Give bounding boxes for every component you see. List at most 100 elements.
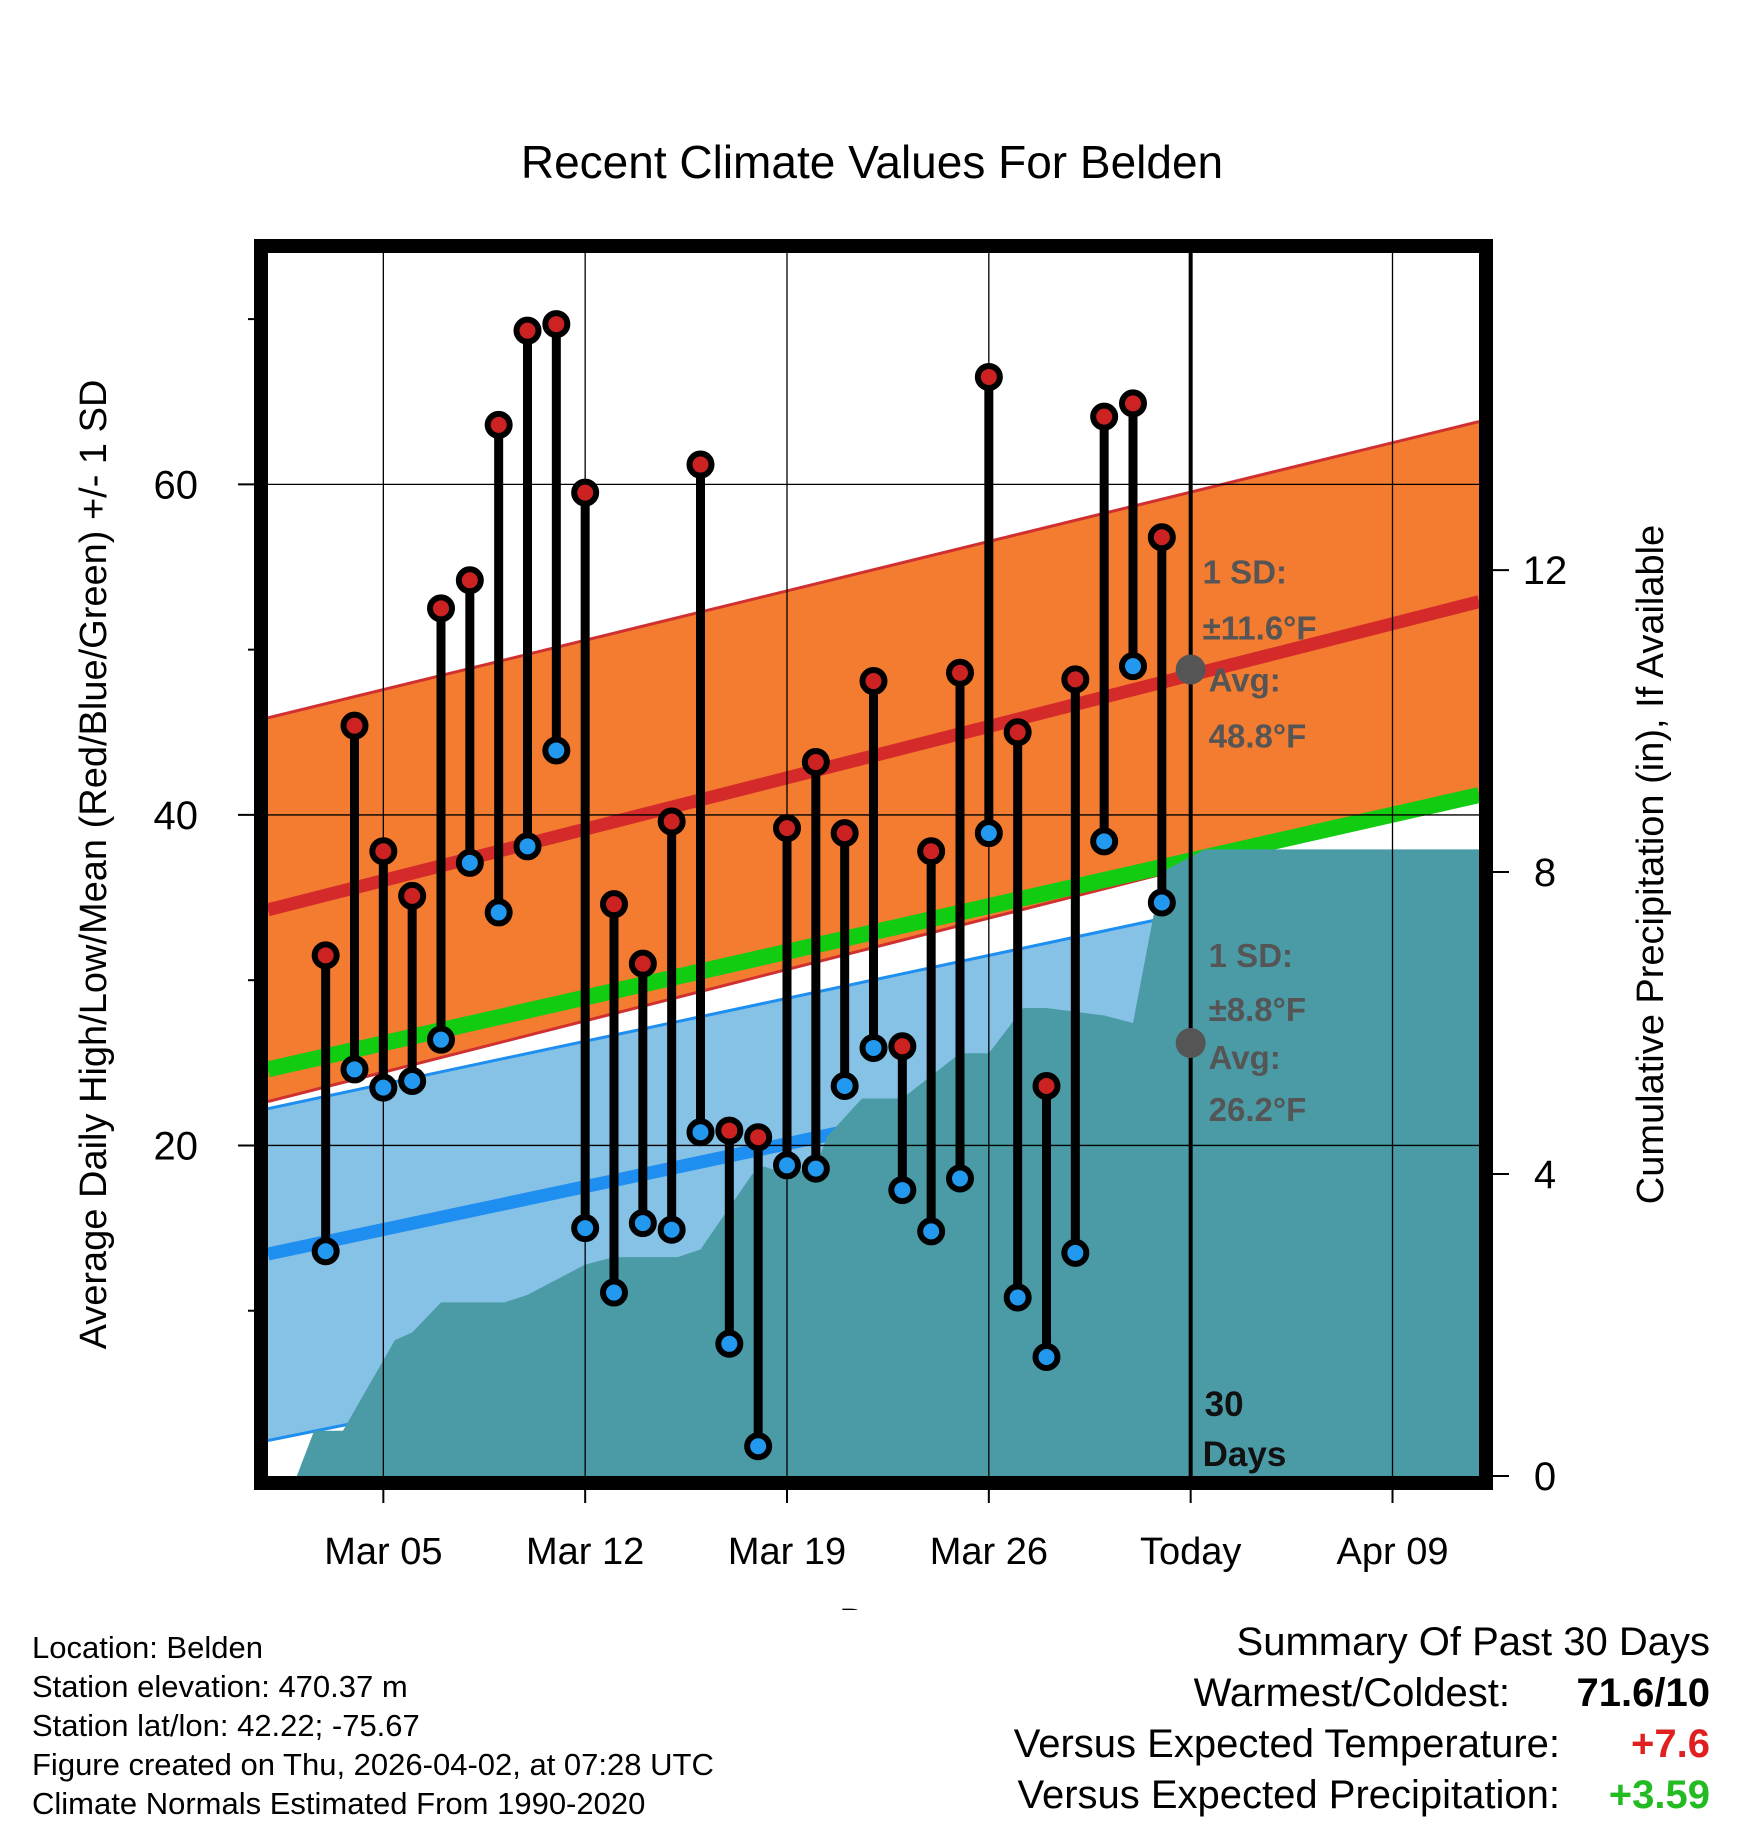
daily-high-point bbox=[773, 814, 801, 843]
daily-high-point bbox=[369, 837, 398, 866]
daily-low-point bbox=[1119, 652, 1147, 681]
warmest-value: 71.6/10 bbox=[1576, 1671, 1710, 1715]
daily-low-point bbox=[686, 1118, 715, 1147]
y-tick-label: 40 bbox=[154, 794, 199, 838]
daily-high-point bbox=[1147, 523, 1176, 552]
today-days-number: 30 bbox=[1205, 1385, 1244, 1424]
y2-tick-label: 12 bbox=[1523, 549, 1568, 593]
y2-axis-label: Cumulative Precipitation (in), If Availa… bbox=[1630, 525, 1672, 1204]
warmest-label: Warmest/Coldest: bbox=[1193, 1671, 1510, 1715]
daily-low-point bbox=[571, 1214, 600, 1243]
daily-high-point bbox=[830, 819, 859, 848]
daily-high-point bbox=[946, 658, 974, 687]
low-avg-label: Avg: bbox=[1209, 1039, 1281, 1076]
temp-value: +7.6 bbox=[1631, 1722, 1710, 1766]
daily-low-point bbox=[830, 1071, 859, 1100]
daily-high-point bbox=[657, 807, 686, 836]
warmest-coldest-row: Warmest/Coldest: 71.6/10 bbox=[810, 1668, 1710, 1719]
precip-label: Versus Expected Precipitation: bbox=[1017, 1773, 1560, 1817]
daily-high-point bbox=[888, 1032, 917, 1061]
daily-high-point bbox=[484, 410, 513, 439]
daily-low-point bbox=[744, 1432, 773, 1461]
daily-low-point bbox=[1061, 1238, 1090, 1267]
precip-value: +3.59 bbox=[1608, 1773, 1710, 1817]
daily-low-point bbox=[715, 1329, 744, 1358]
plot-area bbox=[268, 253, 1479, 1476]
daily-low-point bbox=[398, 1067, 427, 1096]
plot-frame bbox=[254, 239, 1493, 1490]
daily-low-point bbox=[657, 1215, 686, 1244]
daily-low-point bbox=[1090, 827, 1119, 856]
daily-high-point bbox=[859, 667, 888, 696]
daily-high-point bbox=[1032, 1071, 1061, 1100]
daily-low-point bbox=[455, 848, 484, 877]
daily-high-point bbox=[1061, 665, 1090, 694]
x-tick-label: Mar 12 bbox=[526, 1531, 644, 1573]
y2-tick-label: 4 bbox=[1534, 1153, 1556, 1197]
chart-title: Recent Climate Values For Belden bbox=[521, 136, 1223, 188]
daily-low-point bbox=[311, 1237, 340, 1266]
daily-high-point bbox=[628, 949, 657, 978]
normals-text: Climate Normals Estimated From 1990-2020 bbox=[32, 1786, 646, 1821]
low-avg-value: 26.2°F bbox=[1209, 1091, 1307, 1128]
daily-low-point bbox=[1147, 888, 1176, 917]
y-tick-label: 60 bbox=[154, 463, 199, 507]
y2-tick-label: 8 bbox=[1534, 851, 1556, 895]
daily-high-point bbox=[744, 1123, 773, 1152]
y-tick-label: 20 bbox=[154, 1124, 199, 1168]
latlon-text: Station lat/lon: 42.22; -75.67 bbox=[32, 1708, 420, 1743]
daily-low-point bbox=[427, 1025, 455, 1054]
daily-high-point bbox=[801, 748, 830, 777]
high-avg-label: Avg: bbox=[1209, 661, 1281, 698]
precip-row: Versus Expected Precipitation: +3.59 bbox=[810, 1770, 1710, 1821]
daily-high-point bbox=[715, 1116, 744, 1145]
precip-area bbox=[268, 849, 1479, 1476]
x-tick-label: Mar 19 bbox=[728, 1531, 846, 1573]
daily-low-point bbox=[1032, 1343, 1061, 1372]
x-tick-label: Today bbox=[1140, 1531, 1241, 1573]
summary-title: Summary Of Past 30 Days bbox=[1236, 1620, 1710, 1664]
daily-high-point bbox=[1119, 389, 1147, 418]
daily-low-point bbox=[773, 1151, 801, 1180]
daily-low-point bbox=[859, 1033, 888, 1062]
daily-high-point bbox=[311, 941, 340, 970]
daily-high-point bbox=[600, 890, 628, 919]
x-tick-label: Mar 26 bbox=[930, 1531, 1048, 1573]
high-sd-value: ±11.6°F bbox=[1203, 609, 1317, 646]
station-info: Location: Belden Station elevation: 470.… bbox=[32, 1628, 714, 1823]
daily-low-point bbox=[513, 832, 542, 861]
daily-high-point bbox=[542, 310, 571, 339]
daily-low-point bbox=[628, 1209, 657, 1238]
daily-low-point bbox=[600, 1278, 628, 1307]
daily-low-point bbox=[340, 1055, 369, 1084]
daily-low-point bbox=[542, 736, 571, 765]
daily-high-point bbox=[455, 566, 484, 595]
today-days-word: Days bbox=[1203, 1435, 1287, 1474]
daily-high-point bbox=[974, 362, 1003, 391]
daily-high-point bbox=[398, 881, 427, 910]
daily-low-point bbox=[888, 1176, 917, 1205]
daily-high-point bbox=[513, 316, 542, 345]
high-avg-value: 48.8°F bbox=[1209, 717, 1307, 754]
daily-low-point bbox=[946, 1164, 974, 1193]
daily-high-point bbox=[1003, 718, 1032, 747]
x-tick-label: Mar 05 bbox=[324, 1531, 442, 1573]
daily-low-point bbox=[801, 1154, 830, 1183]
high-avg-marker bbox=[1175, 654, 1206, 685]
y2-tick-label: 0 bbox=[1534, 1455, 1556, 1499]
daily-high-point bbox=[571, 478, 600, 507]
x-axis-label: Day bbox=[839, 1602, 907, 1610]
temp-row: Versus Expected Temperature: +7.6 bbox=[810, 1719, 1710, 1770]
low-sd-label: 1 SD: bbox=[1209, 937, 1293, 974]
climate-chart: 1 SD: ±11.6°F Avg: 48.8°F 1 SD: ±8.8°F Avg: 26.… bbox=[73, 136, 1672, 1610]
daily-high-point bbox=[1090, 402, 1119, 431]
daily-low-point bbox=[484, 898, 513, 927]
created-text: Figure created on Thu, 2026-04-02, at 07… bbox=[32, 1747, 714, 1782]
daily-high-point bbox=[427, 594, 455, 623]
daily-high-point bbox=[917, 837, 946, 866]
location-text: Location: Belden bbox=[32, 1630, 263, 1665]
daily-low-point bbox=[917, 1217, 946, 1246]
daily-low-point bbox=[974, 819, 1003, 848]
daily-low-point bbox=[369, 1073, 398, 1102]
daily-high-point bbox=[340, 711, 369, 740]
